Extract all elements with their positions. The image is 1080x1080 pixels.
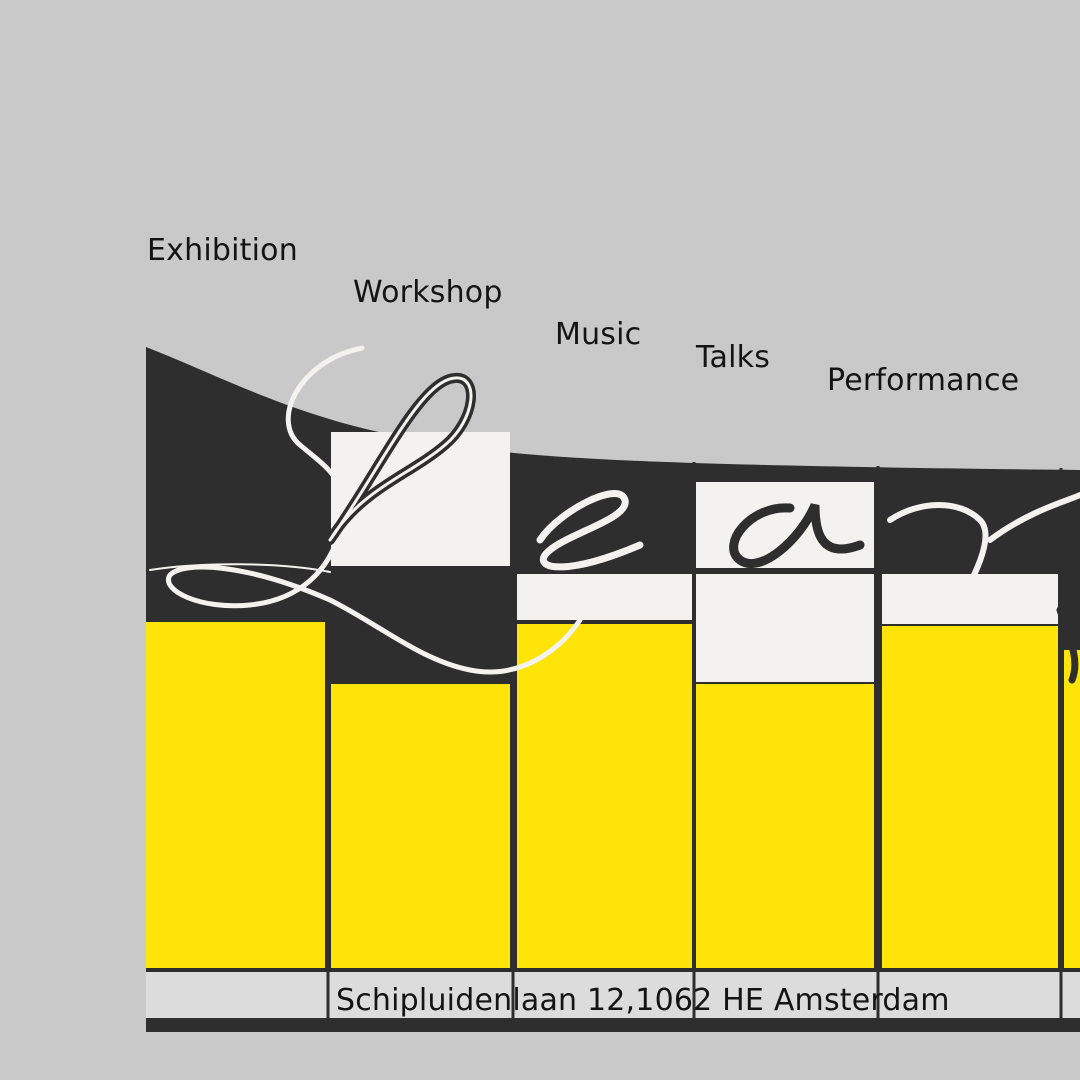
category-label-music: Music <box>555 317 642 352</box>
yellow-block-edge <box>1064 650 1080 968</box>
yellow-block-music <box>517 624 692 968</box>
yellow-block-talks <box>696 684 874 968</box>
category-label-performance: Performance <box>827 363 1020 398</box>
script-lettering <box>149 345 1080 684</box>
category-label-talks: Talks <box>696 340 771 375</box>
paper-cell-talks-top <box>696 482 874 568</box>
footer-rule <box>146 1018 1080 1032</box>
yellow-block-exhibition <box>146 622 325 968</box>
grid-lines <box>146 430 1080 1020</box>
address-strip <box>146 972 1080 1018</box>
paper-cell-talks-mid <box>696 574 874 682</box>
yellow-block-performance <box>882 626 1058 968</box>
category-label-exhibition: Exhibition <box>147 233 298 268</box>
paper-cell-music-mid <box>517 574 692 620</box>
venue-address: Schipluidenlaan 12,1062 HE Amsterdam <box>336 983 950 1018</box>
category-label-workshop: Workshop <box>353 275 503 310</box>
yellow-block-workshop <box>331 684 510 968</box>
